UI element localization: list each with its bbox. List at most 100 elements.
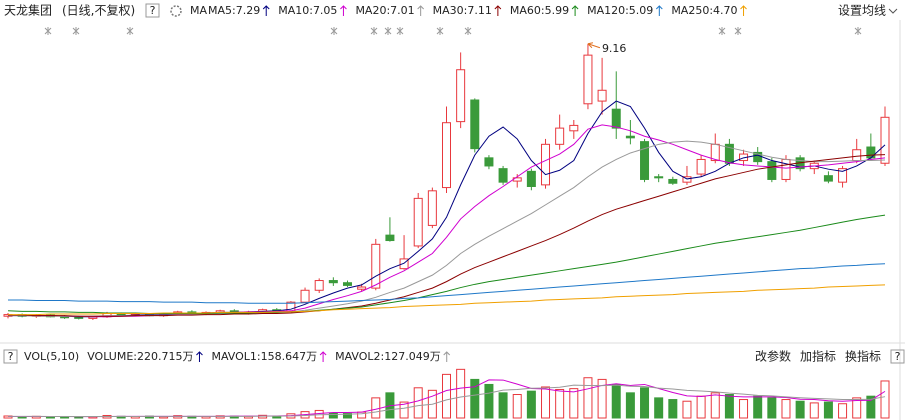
ma-line <box>8 100 886 318</box>
info-marker <box>464 27 472 35</box>
candle-body <box>413 197 423 247</box>
period: (日线,不复权) <box>62 4 135 18</box>
info-marker <box>854 27 862 35</box>
volume-bar <box>484 383 494 419</box>
candle-body <box>286 301 296 312</box>
up-arrow-icon <box>571 5 579 16</box>
settings[interactable]: 设置均线 <box>838 4 886 18</box>
volume-bar <box>668 399 678 419</box>
dropdown-icon[interactable] <box>888 8 898 14</box>
stock-name: 天龙集团 <box>4 3 52 18</box>
volume-bar <box>328 412 338 419</box>
volume-bar <box>640 387 650 419</box>
gear-icon[interactable] <box>170 5 182 17</box>
volume-bar <box>625 392 635 419</box>
ma-line <box>8 140 886 317</box>
high-marker-label: 9.16 <box>602 42 627 55</box>
volume-bar <box>852 397 862 419</box>
ma-line <box>8 284 886 316</box>
candle-body <box>399 258 409 270</box>
ma-line <box>8 154 886 317</box>
volume-bar <box>512 394 522 419</box>
volume-bar <box>838 403 848 419</box>
volume-bar <box>682 400 692 419</box>
volume-bar <box>173 415 183 419</box>
info-marker <box>718 27 726 35</box>
info-marker <box>384 27 392 35</box>
volume-legend: VOLUME:220.715万 <box>87 350 193 363</box>
volume-bar <box>767 397 777 419</box>
ma-legend: MA120:5.09 <box>587 4 653 17</box>
ma-line <box>8 263 886 304</box>
info-marker <box>72 27 80 35</box>
candle-body <box>442 122 451 189</box>
volume-bar <box>541 386 551 419</box>
indicator-button[interactable]: 改参数 <box>755 349 791 364</box>
indicator-button[interactable]: 加指标 <box>800 349 836 364</box>
candle-body <box>654 176 664 179</box>
candle-body <box>498 168 508 183</box>
candle-body <box>357 286 367 290</box>
volume-bar <box>498 392 508 419</box>
candle-body <box>866 146 876 159</box>
candle-body <box>526 170 536 187</box>
indicator-button[interactable]: 换指标 <box>845 349 881 364</box>
up-arrow-icon <box>494 5 502 16</box>
volume-bar <box>880 380 890 419</box>
volume-bar <box>442 373 451 419</box>
up-arrow-icon <box>417 5 425 16</box>
mavol-line <box>8 384 886 417</box>
help[interactable]: ? <box>8 350 14 363</box>
candle-body <box>852 149 862 162</box>
volume-bar <box>371 397 381 419</box>
volume-bar <box>654 397 664 419</box>
help-box[interactable] <box>3 349 18 364</box>
candle-body <box>583 54 593 105</box>
candle-body <box>668 178 678 184</box>
mavol-legend: MAVOL1:158.647万 <box>211 350 317 363</box>
up-arrow-icon <box>319 351 327 362</box>
ma-legend: MA10:7.05 <box>278 4 337 17</box>
ma-legend: MA20:7.01 <box>355 4 414 17</box>
volume-bar <box>597 378 607 419</box>
candle-body <box>385 234 395 242</box>
candle-body <box>823 175 833 182</box>
ma-legend: MA60:5.99 <box>510 4 569 17</box>
volume-bar <box>470 378 480 419</box>
info-marker <box>330 27 338 35</box>
candle-body <box>541 143 551 186</box>
candle-body <box>682 176 692 183</box>
help[interactable]: ? <box>895 350 901 363</box>
volume-bar <box>569 388 579 419</box>
help-box[interactable] <box>890 349 905 364</box>
volume-bar <box>611 383 621 419</box>
volume-bar <box>215 415 225 419</box>
volume-bar <box>866 395 876 419</box>
info-marker <box>734 27 742 35</box>
help[interactable]: ? <box>150 4 156 17</box>
help-box[interactable] <box>145 3 160 18</box>
candle-body <box>625 135 635 139</box>
ma-legend: MA5:7.29 <box>208 4 260 17</box>
volume-bar <box>314 409 324 419</box>
candle-body <box>696 158 706 175</box>
volume-bar <box>809 402 819 419</box>
volume-bar <box>781 399 791 419</box>
volume-bar <box>710 392 720 419</box>
volume-title: VOL(5,10) <box>24 350 79 363</box>
candle-body <box>640 141 650 180</box>
volume-bar <box>739 399 749 419</box>
volume-bar <box>456 368 466 419</box>
volume-bar <box>413 387 423 419</box>
volume-bar <box>724 394 734 419</box>
up-arrow-icon <box>443 351 451 362</box>
volume-bar <box>696 395 706 419</box>
candle-body <box>484 157 494 167</box>
volume-bar <box>795 400 805 419</box>
info-marker <box>396 27 404 35</box>
candle-body <box>328 280 338 284</box>
candle-body <box>342 282 352 286</box>
candle-body <box>300 289 310 303</box>
candle-body <box>555 127 565 145</box>
